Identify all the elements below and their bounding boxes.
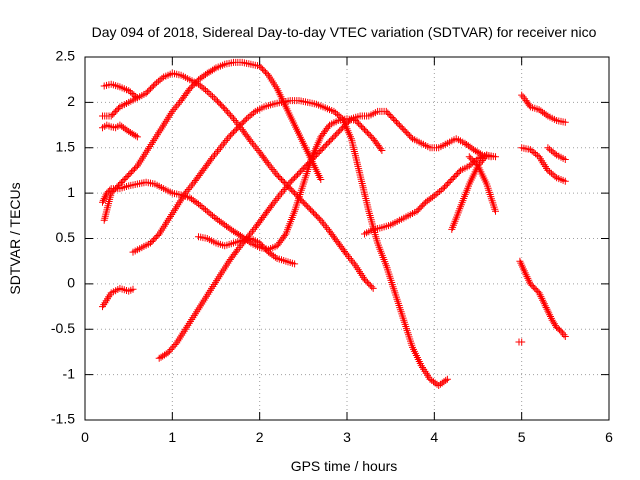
series-arc-7 xyxy=(99,284,137,311)
series-arc-16 xyxy=(516,257,569,340)
data-point-markers xyxy=(515,338,526,346)
data-point-markers xyxy=(155,107,495,362)
x-axis-label: GPS time / hours xyxy=(291,458,398,474)
y-tick-label: 0.5 xyxy=(56,229,76,245)
data-point-markers xyxy=(195,233,299,268)
data-point-markers xyxy=(518,144,569,185)
x-tick-label: 0 xyxy=(81,429,89,445)
y-tick-label: -0.5 xyxy=(51,320,75,336)
x-tick-label: 6 xyxy=(605,429,613,445)
y-tick-label: 1.5 xyxy=(56,138,76,154)
y-tick-label: 1 xyxy=(67,184,75,200)
x-tick-label: 1 xyxy=(168,429,176,445)
data-points xyxy=(99,58,569,389)
series-arc-9 xyxy=(195,233,299,268)
series-arc-13 xyxy=(518,91,569,126)
y-tick-label: 2.5 xyxy=(56,48,76,64)
data-point-markers xyxy=(516,257,569,340)
series-arc-10 xyxy=(361,151,499,238)
chart-title: Day 094 of 2018, Sidereal Day-to-day VTE… xyxy=(92,24,597,40)
tick-labels: 2.5 2 1.5 1 0.5 0 -0.5 -1 -1.5 0 1 2 3 4 5 6 xyxy=(51,48,613,445)
data-point-markers xyxy=(99,121,141,141)
y-axis-label: SDTVAR / TECUs xyxy=(7,182,23,294)
data-point-markers xyxy=(100,58,325,224)
y-tick-label: -1.5 xyxy=(51,411,75,427)
data-point-markers xyxy=(518,91,569,126)
series-arc-6 xyxy=(129,97,451,389)
series-arc-17 xyxy=(515,338,526,346)
series-arc-4 xyxy=(99,121,141,141)
axis-ticks xyxy=(84,56,610,421)
data-point-markers xyxy=(544,144,569,163)
series-arc-5 xyxy=(100,58,325,224)
series-arc-15 xyxy=(544,144,569,163)
y-tick-label: -1 xyxy=(63,365,76,381)
data-point-markers xyxy=(448,151,491,233)
x-tick-label: 2 xyxy=(256,429,264,445)
data-point-markers xyxy=(465,153,499,215)
x-tick-label: 4 xyxy=(430,429,438,445)
y-tick-label: 2 xyxy=(67,93,75,109)
series-arc-14 xyxy=(518,144,569,185)
data-point-markers xyxy=(361,151,499,238)
x-tick-label: 3 xyxy=(343,429,351,445)
series-arc-11 xyxy=(448,151,491,233)
series-arc-12 xyxy=(465,153,499,215)
series-arc-8 xyxy=(155,107,495,362)
x-tick-label: 5 xyxy=(518,429,526,445)
y-tick-label: 0 xyxy=(67,275,75,291)
data-point-markers xyxy=(129,97,451,389)
data-point-markers xyxy=(99,284,137,311)
